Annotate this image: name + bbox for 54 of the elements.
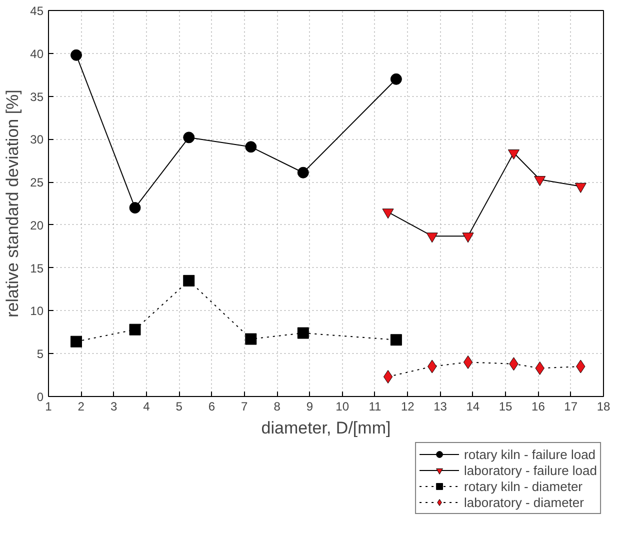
x-tick-label: 8 — [274, 400, 281, 414]
legend-label: laboratory - failure load — [464, 462, 597, 478]
x-tick-label: 18 — [596, 400, 610, 414]
y-tick-label: 25 — [30, 176, 44, 190]
point — [245, 141, 257, 153]
point — [382, 208, 394, 219]
point — [129, 324, 141, 336]
y-tick-label: 0 — [36, 390, 44, 404]
y-tick-label: 40 — [30, 46, 44, 61]
point — [390, 73, 402, 85]
x-tick-label: 5 — [176, 400, 183, 414]
point — [70, 49, 82, 61]
x-tick-label: 4 — [143, 400, 150, 414]
point — [462, 232, 474, 243]
point — [426, 232, 438, 243]
point — [297, 166, 309, 178]
x-tick-label: 13 — [434, 400, 448, 414]
x-tick-label: 1 — [45, 400, 52, 414]
x-tick-label: 3 — [110, 400, 118, 414]
point — [297, 327, 309, 339]
x-tick-label: 15 — [498, 400, 513, 414]
x-tick-label: 17 — [564, 400, 578, 414]
legend-label: laboratory - diameter — [464, 494, 584, 510]
y-tick-label: 30 — [30, 132, 44, 147]
y-tick-label: 35 — [30, 90, 44, 104]
point — [183, 132, 195, 144]
point — [463, 355, 473, 369]
point — [574, 182, 586, 193]
point — [245, 333, 257, 345]
point — [390, 334, 402, 346]
legend-label: rotary kiln - failure load — [464, 446, 596, 462]
x-tick-label: 6 — [208, 400, 216, 414]
x-tick-label: 10 — [336, 400, 350, 414]
point — [70, 336, 82, 348]
x-tick-label: 2 — [78, 400, 85, 414]
legend-label: rotary kiln - diameter — [464, 478, 583, 494]
x-tick-label: 12 — [400, 400, 415, 414]
y-tick-label: 20 — [30, 218, 44, 232]
x-tick-label: 14 — [466, 400, 480, 414]
point — [129, 202, 141, 214]
point — [534, 176, 546, 186]
point — [383, 370, 393, 384]
x-tick-label: 7 — [241, 400, 248, 414]
y-axis-title: relative standard deviation [%] — [3, 90, 22, 318]
x-tick-label: 16 — [532, 400, 546, 414]
point — [508, 149, 520, 160]
point — [183, 274, 195, 286]
y-tick-label: 45 — [30, 4, 44, 18]
x-axis-title: diameter, D/[mm] — [261, 418, 391, 438]
x-tick-label: 9 — [306, 400, 314, 414]
y-tick-label: 10 — [30, 304, 44, 318]
y-tick-label: 5 — [36, 347, 44, 362]
y-tick-label: 15 — [30, 261, 44, 276]
x-tick-label: 11 — [368, 400, 382, 414]
